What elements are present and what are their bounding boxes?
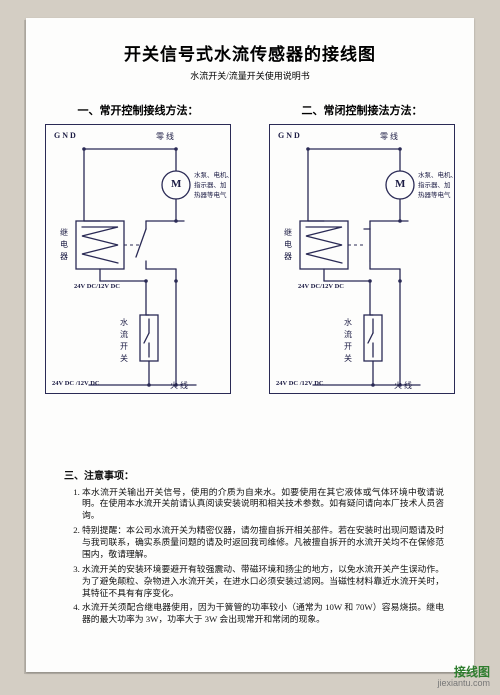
notes-item: 特别提醒：本公司水流开关为精密仪器，请勿擅自拆开相关部件。若在安装时出现问题请及… [82,525,444,561]
section-title-left: 一、常开控制接线方法： [26,102,250,118]
notes-item: 水流开关须配合继电器使用，因为干簧管的功率较小（通常为 10W 和 70W）容易… [82,602,444,626]
label-motor-desc-1: 水泵、电机、 [418,169,457,179]
section-title-right: 二、常闭控制接法方法： [250,102,474,118]
diagram-normally-closed: G N D 零 线 M 水泵、电机、 指示器、加 热器等电气 继 电 器 24V… [269,124,455,394]
notes-item: 水流开关的安装环境要避开有较强震动、带磁环境和扬尘的地方，以免水流开关产生误动作… [82,564,444,600]
label-relay-1: 继 [284,227,292,238]
label-motor-m: M [395,178,405,190]
label-bottom-volt: 24V DC /12V DC [52,380,100,387]
label-relay-1: 继 [60,227,68,238]
label-flow-2: 流 [344,329,352,340]
label-live: 火 线 [170,380,188,391]
label-relay-2: 电 [60,239,68,250]
label-flow-4: 关 [344,353,352,364]
label-relay-3: 器 [284,251,292,262]
label-flow-3: 开 [344,341,352,352]
label-motor-m: M [171,178,181,190]
label-gnd: G N D [278,131,300,140]
label-flow-1: 水 [120,317,128,328]
label-gnd: G N D [54,131,76,140]
label-flow-3: 开 [120,341,128,352]
label-motor-desc-3: 热器等电气 [418,189,451,199]
diagrams-row: G N D 零 线 M 水泵、电机、 指示器、加 热器等电气 继 电 器 24V… [26,124,474,394]
label-live: 火 线 [394,380,412,391]
notes-item: 本水流开关输出开关信号，使用的介质为自来水。如要使用在其它液体或气体环境中敬请说… [82,487,444,523]
section-titles: 一、常开控制接线方法： 二、常闭控制接法方法： [26,102,474,118]
label-motor-desc-3: 热器等电气 [194,189,227,199]
wiring-svg-left [46,125,232,395]
label-neutral: 零 线 [156,131,174,142]
label-neutral: 零 线 [380,131,398,142]
watermark: 接线图 jiexiantu.com [437,666,490,689]
label-relay-volt: 24V DC/12V DC [74,283,120,290]
label-motor-desc-1: 水泵、电机、 [194,169,233,179]
label-flow-2: 流 [120,329,128,340]
wiring-svg-right [270,125,456,395]
page: 开关信号式水流传感器的接线图 水流开关/流量开关使用说明书 一、常开控制接线方法… [26,18,474,672]
page-title: 开关信号式水流传感器的接线图 [26,40,474,65]
label-relay-3: 器 [60,251,68,262]
label-flow-4: 关 [120,353,128,364]
diagram-normally-open: G N D 零 线 M 水泵、电机、 指示器、加 热器等电气 继 电 器 24V… [45,124,231,394]
notes-list: 本水流开关输出开关信号，使用的介质为自来水。如要使用在其它液体或气体环境中敬请说… [64,487,444,627]
label-relay-2: 电 [284,239,292,250]
label-flow-1: 水 [344,317,352,328]
watermark-bottom: jiexiantu.com [437,679,490,689]
label-motor-desc-2: 指示器、加 [418,179,451,189]
label-motor-desc-2: 指示器、加 [194,179,227,189]
notes-section: 三、注意事项： 本水流开关输出开关信号，使用的介质为自来水。如要使用在其它液体或… [64,470,444,629]
page-subtitle: 水流开关/流量开关使用说明书 [26,69,474,82]
label-bottom-volt: 24V DC /12V DC [276,380,324,387]
label-relay-volt: 24V DC/12V DC [298,283,344,290]
notes-header: 三、注意事项： [64,470,444,484]
